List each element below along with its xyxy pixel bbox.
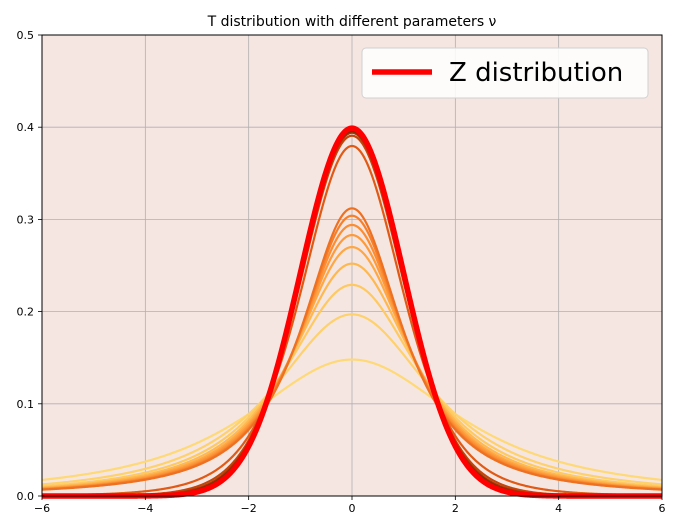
series-line-t-3 (41, 283, 663, 488)
y-tick-label: 0.1 (17, 398, 35, 411)
x-tick-label: 0 (349, 502, 356, 515)
x-tick-label: 4 (555, 502, 562, 515)
y-tick-label: 0.4 (17, 121, 35, 134)
series-line-t-9 (41, 207, 663, 491)
series-line-t-10 (41, 144, 663, 497)
y-axis-ticks: 0.0 0.1 0.2 0.3 0.4 0.5 (17, 29, 42, 503)
series-line-t-2 (41, 313, 663, 486)
legend-box (361, 47, 649, 99)
y-tick-label: 0.2 (17, 306, 35, 319)
x-axis-ticks: −6 −4 −2 0 2 4 6 (34, 496, 666, 515)
x-tick-label: −6 (34, 502, 50, 515)
chart-title: T distribution with different parameters… (207, 14, 497, 30)
x-tick-label: −2 (241, 502, 257, 515)
series-line-t-1 (41, 358, 663, 481)
x-tick-label: 6 (659, 502, 666, 515)
legend-label-z-distribution: Z distribution (449, 58, 623, 88)
y-tick-label: 0.0 (17, 490, 35, 503)
x-tick-label: 2 (452, 502, 459, 515)
y-tick-label: 0.3 (17, 213, 35, 226)
legend: Z distribution (361, 47, 649, 99)
x-tick-label: −4 (137, 502, 153, 515)
series-line-t-4 (41, 262, 663, 489)
y-tick-label: 0.5 (17, 29, 35, 42)
